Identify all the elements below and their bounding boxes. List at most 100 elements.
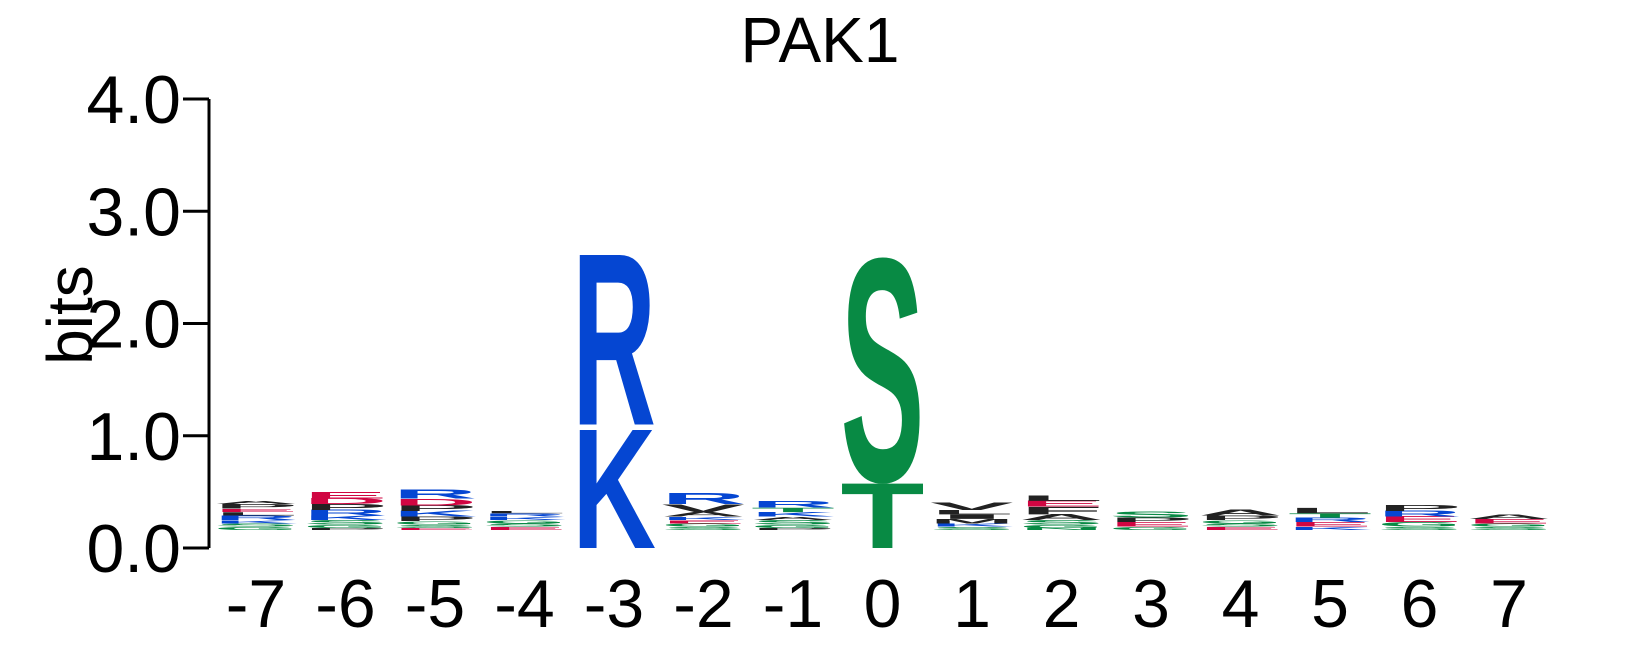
logo-letter-p: P [1109, 517, 1193, 524]
logo-letter-r: R [214, 514, 298, 521]
logo-letter-d: D [393, 497, 477, 507]
logo-letter-s: S [393, 524, 477, 529]
logo-letter-p: P [1199, 514, 1283, 521]
x-tick-label: 1 [953, 566, 991, 642]
logo-letter-p: P [304, 503, 388, 512]
logo-letter-k: K [930, 522, 1014, 527]
chart-title: PAK1 [741, 4, 900, 76]
logo-letter-p: P [1378, 504, 1462, 513]
logo-letter-f: F [1020, 504, 1104, 516]
y-tick-label: 1.0 [86, 399, 181, 475]
logo-letter-r: R [483, 512, 567, 517]
logo-letter-s: S [751, 519, 835, 526]
logo-letter-d: D [304, 497, 388, 506]
logo-letter-a: A [751, 516, 835, 521]
logo-letter-g: G [1378, 521, 1462, 528]
y-tick-label: 2.0 [86, 287, 181, 363]
logo-letter-l: L [483, 510, 567, 513]
x-tick-label: 4 [1222, 566, 1260, 642]
logo-letter-e: E [1288, 521, 1372, 528]
logo-letter-l: L [930, 509, 1014, 516]
y-axis: 0.0 1.0 2.0 3.0 4.0 [86, 62, 211, 587]
x-tick-label: -5 [405, 566, 465, 642]
logo-letter-e: E [214, 508, 298, 513]
logo-letter-r: R [572, 202, 656, 477]
logo-letter-g: G [214, 526, 298, 531]
x-tick-label: 7 [1490, 566, 1528, 642]
logo-letter-p: P [214, 503, 298, 510]
logo-letter-e: E [304, 490, 388, 500]
logo-letter-s: S [1199, 522, 1283, 527]
logo-letter-e: E [1378, 515, 1462, 524]
x-tick-label: 0 [864, 566, 902, 642]
logo-letter-r: R [1288, 517, 1372, 524]
logo-letter-g: G [304, 524, 388, 529]
logo-column: KR [572, 202, 656, 585]
logo-letter-p: P [393, 515, 477, 522]
logo-letter-s: S [1109, 511, 1193, 520]
logo-letter-a: A [1020, 513, 1104, 522]
logo-letter-s: S [214, 522, 298, 527]
y-tick-label: 3.0 [86, 174, 181, 250]
logo-letter-k: K [662, 516, 746, 521]
logo-letter-g: G [662, 523, 746, 528]
logo-letter-s: S [1467, 526, 1551, 531]
logo-letter-r: R [1378, 510, 1462, 519]
x-tick-label: -3 [584, 566, 644, 642]
logo-letter-p: P [304, 527, 388, 531]
x-tick-label: 5 [1311, 566, 1349, 642]
logo-letter-s: S [841, 192, 925, 549]
logo-letter-m: M [930, 518, 1014, 525]
logo-letter-s: S [1020, 519, 1104, 526]
logo-letter-l: L [214, 511, 298, 516]
logo-letter-g: G [393, 520, 477, 525]
logo-letter-g: G [1109, 526, 1193, 531]
logo-letter-v: V [930, 500, 1014, 512]
y-tick-label: 4.0 [86, 62, 181, 138]
y-axis-label: bits [34, 265, 106, 365]
logo-letter-e: E [393, 527, 477, 531]
logo-letter-p: P [393, 504, 477, 513]
logo-letter-s: S [1378, 526, 1462, 531]
logo-letter-g: G [483, 519, 567, 524]
logo-letter-a: A [662, 511, 746, 518]
logo-letter-l: L [1288, 506, 1372, 515]
logo-letter-v: V [662, 502, 746, 514]
logo-letter-s: S [483, 522, 567, 527]
x-tick-label: 3 [1132, 566, 1170, 642]
logo-letter-g: G [1020, 524, 1104, 529]
logo-letter-s: S [662, 526, 746, 531]
logo-letter-a: A [214, 500, 298, 505]
logo-letter-g: G [1467, 523, 1551, 528]
logo-letter-s: S [930, 526, 1014, 531]
logo-letter-k: K [751, 511, 835, 518]
y-tick-label: 0.0 [86, 511, 181, 587]
logo-letter-e: E [1020, 499, 1104, 508]
logo-letter-k: K [1288, 526, 1372, 531]
logo-letter-k: K [214, 519, 298, 524]
logo-letter-t: T [1288, 512, 1372, 519]
logo-letter-e: E [1199, 526, 1283, 531]
logo-letter-a: A [1467, 513, 1551, 520]
logo-letter-s: S [304, 519, 388, 526]
logo-letter-a: A [1199, 508, 1283, 517]
logo-letter-k: K [483, 516, 567, 521]
x-tick-label: -2 [673, 566, 733, 642]
x-tick-label: 6 [1401, 566, 1439, 642]
logo-letter-r: R [393, 487, 477, 501]
logo-letter-r: R [751, 499, 835, 509]
